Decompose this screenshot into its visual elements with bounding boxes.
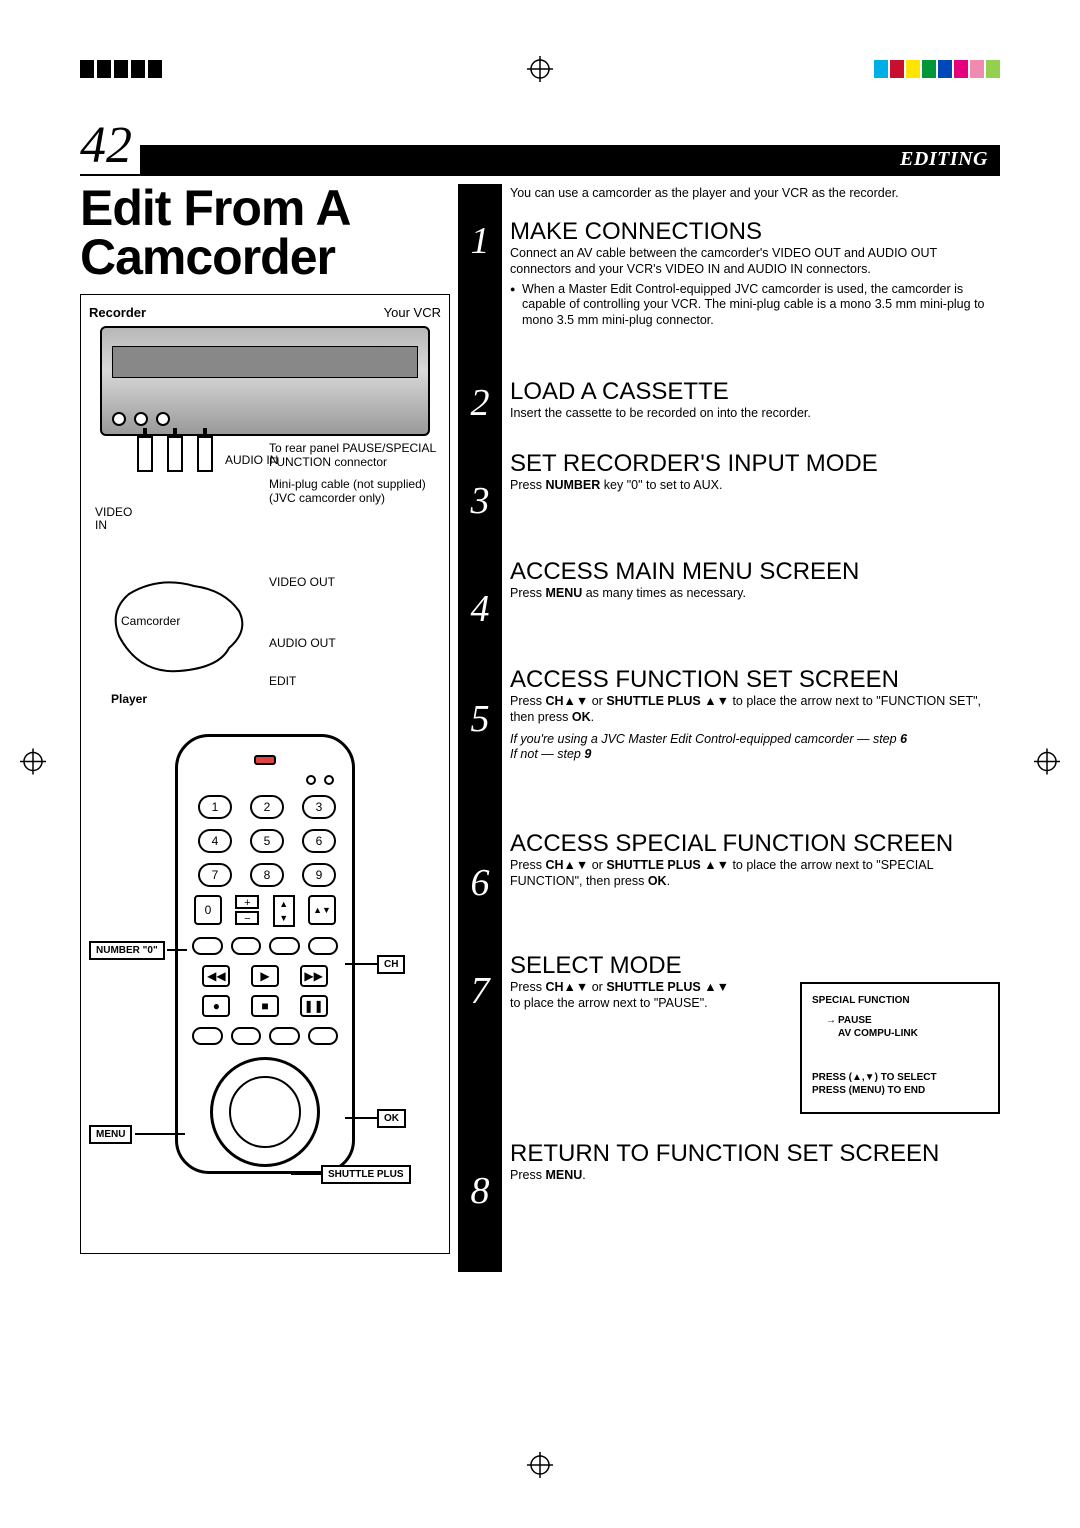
step-6-title: ACCESS SPECIAL FUNCTION SCREEN (510, 832, 1000, 856)
header-bar: 42 EDITING (80, 120, 1000, 176)
connection-diagram: Recorder Your VCR AUDIO IN VIDEO IN To r… (80, 294, 450, 1254)
page: 42 EDITING Edit From A Camcorder Recorde… (80, 120, 1000, 1272)
callout-number0: NUMBER "0" (89, 941, 165, 960)
osd-line1: PAUSE (812, 1014, 988, 1028)
your-vcr-label: Your VCR (384, 305, 441, 320)
step-7-body: Press CH▲▼ or SHUTTLE PLUS ▲▼ to place t… (510, 980, 730, 1011)
step-5-note: If you're using a JVC Master Edit Contro… (510, 732, 1000, 763)
pause-connector-note: To rear panel PAUSE/SPECIAL FUNCTION con… (269, 442, 439, 470)
step-number-6: 6 (471, 864, 490, 902)
page-number: 42 (80, 120, 132, 174)
osd-foot2: PRESS (MENU) TO END (812, 1084, 988, 1098)
callout-menu: MENU (89, 1125, 132, 1144)
reg-right-target-icon (1034, 749, 1060, 780)
miniplug-note: Mini-plug cable (not supplied) (JVC camc… (269, 478, 439, 506)
vcr-illustration (100, 326, 430, 436)
video-out-label: VIDEO OUT (269, 576, 335, 589)
callout-ok: OK (377, 1109, 406, 1128)
step-number-8: 8 (471, 1172, 490, 1210)
step-8-title: RETURN TO FUNCTION SET SCREEN (510, 1142, 939, 1166)
step-7-title: SELECT MODE (510, 954, 1000, 978)
callout-shuttle: SHUTTLE PLUS (321, 1165, 411, 1184)
step-number-strip: 1 2 3 4 5 6 7 8 (458, 184, 502, 1272)
reg-bottom-target-icon (527, 1452, 553, 1478)
step-number-4: 4 (471, 590, 490, 628)
step-1-title: MAKE CONNECTIONS (510, 220, 1000, 244)
osd-heading: SPECIAL FUNCTION (812, 994, 988, 1008)
recorder-label: Recorder (89, 305, 146, 320)
step-2-title: LOAD A CASSETTE (510, 380, 811, 404)
reg-black-squares (80, 60, 162, 78)
step-4-title: ACCESS MAIN MENU SCREEN (510, 560, 859, 584)
step-3-title: SET RECORDER'S INPUT MODE (510, 452, 878, 476)
callout-ch: CH (377, 955, 405, 974)
osd-line2: AV COMPU-LINK (812, 1027, 988, 1041)
step-1-body: Connect an AV cable between the camcorde… (510, 246, 1000, 277)
step-number-2: 2 (471, 384, 490, 422)
step-8-body: Press MENU. (510, 1168, 939, 1184)
step-number-7: 7 (471, 972, 490, 1010)
osd-screen: SPECIAL FUNCTION PAUSE AV COMPU-LINK PRE… (800, 982, 1000, 1114)
step-3-body: Press NUMBER key "0" to set to AUX. (510, 478, 878, 494)
step-5-title: ACCESS FUNCTION SET SCREEN (510, 668, 1000, 692)
page-title: Edit From A Camcorder (80, 184, 450, 282)
reg-color-squares (874, 60, 1000, 78)
content: Edit From A Camcorder Recorder Your VCR … (80, 184, 1000, 1272)
step-4-body: Press MENU as many times as necessary. (510, 586, 859, 602)
intro-text: You can use a camcorder as the player an… (510, 186, 1000, 202)
remote-illustration: 123 456 789 0 + − ▲▼ ▲▼ (175, 734, 355, 1174)
registration-bar (80, 58, 1000, 80)
osd-foot1: PRESS (▲,▼) TO SELECT (812, 1071, 988, 1085)
step-number-5: 5 (471, 700, 490, 738)
step-number-3: 3 (471, 482, 490, 520)
audio-out-label: AUDIO OUT (269, 636, 336, 650)
camcorder-label: Camcorder (121, 614, 180, 628)
reg-left-target-icon (20, 749, 46, 780)
right-column: You can use a camcorder as the player an… (510, 184, 1000, 1272)
step-number-1: 1 (471, 222, 490, 260)
video-in-label: VIDEO IN (95, 506, 145, 532)
edit-label: EDIT (269, 674, 296, 688)
step-5-body: Press CH▲▼ or SHUTTLE PLUS ▲▼ to place t… (510, 694, 1000, 725)
player-label: Player (111, 692, 147, 706)
step-6-body: Press CH▲▼ or SHUTTLE PLUS ▲▼ to place t… (510, 858, 1000, 889)
step-2-body: Insert the cassette to be recorded on in… (510, 406, 811, 422)
section-title: EDITING (140, 145, 1000, 174)
step-1-bullet: When a Master Edit Control-equipped JVC … (510, 282, 1000, 329)
left-column: Edit From A Camcorder Recorder Your VCR … (80, 184, 450, 1272)
reg-top-target-icon (527, 56, 553, 82)
